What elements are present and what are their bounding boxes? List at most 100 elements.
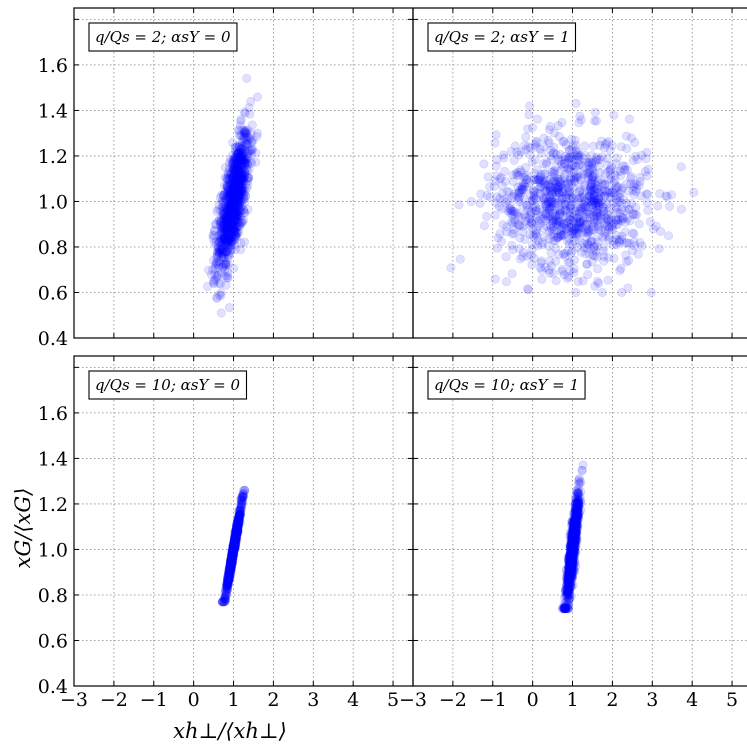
data-point [232, 182, 242, 192]
data-point [219, 214, 229, 224]
data-point [238, 125, 248, 135]
data-point [234, 191, 244, 201]
data-point [225, 213, 235, 223]
data-point [653, 201, 663, 211]
data-point [676, 204, 686, 214]
data-point [253, 92, 263, 102]
data-point [234, 167, 244, 177]
data-point [222, 233, 232, 243]
data-point [216, 237, 226, 247]
data-point [241, 158, 251, 168]
data-point [229, 232, 239, 242]
data-point [220, 260, 230, 270]
data-point [232, 150, 242, 160]
data-point [571, 534, 581, 544]
data-point [223, 242, 233, 252]
data-point [242, 151, 252, 161]
data-point [225, 204, 235, 214]
data-point [242, 183, 252, 193]
data-point [219, 211, 229, 221]
data-point [227, 216, 237, 226]
data-point [210, 238, 220, 248]
data-point [211, 236, 221, 246]
data-point [231, 168, 241, 178]
data-point [225, 185, 235, 195]
data-point [228, 230, 238, 240]
data-point [218, 247, 228, 257]
data-point [585, 210, 595, 220]
data-point [229, 221, 239, 231]
panel-label-text: q/Qs = 10; αsY = 1 [434, 376, 579, 394]
data-point [557, 264, 567, 274]
data-point [224, 200, 234, 210]
data-point [230, 143, 240, 153]
data-point [236, 176, 246, 186]
data-point [242, 127, 252, 137]
data-point [231, 190, 241, 200]
data-point [230, 187, 240, 197]
data-point [234, 227, 244, 237]
data-point [606, 215, 616, 225]
panel-label-text: q/Qs = 2; αsY = 0 [95, 28, 231, 46]
data-point [233, 200, 243, 210]
data-point [664, 231, 674, 241]
data-point [227, 188, 237, 198]
data-point [231, 188, 241, 198]
data-point [218, 228, 228, 238]
data-point [227, 180, 237, 190]
panel-2: q/Qs = 2; αsY = 1 [412, 7, 747, 339]
data-point [234, 207, 244, 217]
data-point [237, 196, 247, 206]
data-point [229, 165, 239, 175]
data-point [228, 199, 238, 209]
data-point [237, 201, 247, 211]
data-point [235, 150, 245, 160]
data-point [228, 150, 238, 160]
data-point [220, 217, 230, 227]
data-point [224, 188, 234, 198]
data-point [455, 254, 465, 264]
data-point [224, 190, 234, 200]
data-point [218, 231, 228, 241]
data-point [212, 251, 222, 261]
data-point [594, 278, 604, 288]
data-point [228, 189, 238, 199]
data-point [212, 292, 222, 302]
data-point [212, 249, 222, 259]
data-point [238, 171, 248, 181]
data-point [218, 203, 228, 213]
data-point [676, 162, 686, 172]
data-point [217, 225, 227, 235]
data-point [229, 182, 239, 192]
data-point [235, 211, 245, 221]
data-point [518, 221, 528, 231]
data-point [246, 97, 256, 107]
data-point [242, 132, 252, 142]
data-point [602, 199, 612, 209]
data-point [219, 237, 229, 247]
data-point [236, 494, 246, 504]
data-point [228, 217, 238, 227]
data-point [228, 226, 238, 236]
data-point [231, 227, 241, 237]
data-point [235, 152, 245, 162]
data-point [207, 270, 217, 280]
data-point [238, 205, 248, 215]
data-point [237, 141, 247, 151]
data-point [237, 181, 247, 191]
data-point [216, 308, 226, 318]
data-point [233, 183, 243, 193]
data-point [234, 160, 244, 170]
data-point [223, 237, 233, 247]
data-point [537, 176, 547, 186]
data-point [558, 137, 568, 147]
data-point [235, 181, 245, 191]
data-point [233, 187, 243, 197]
data-point [242, 128, 252, 138]
data-point [226, 201, 236, 211]
data-point [222, 241, 232, 251]
data-point [582, 239, 592, 249]
data-point [214, 231, 224, 241]
data-point [221, 212, 231, 222]
data-point [573, 229, 583, 239]
